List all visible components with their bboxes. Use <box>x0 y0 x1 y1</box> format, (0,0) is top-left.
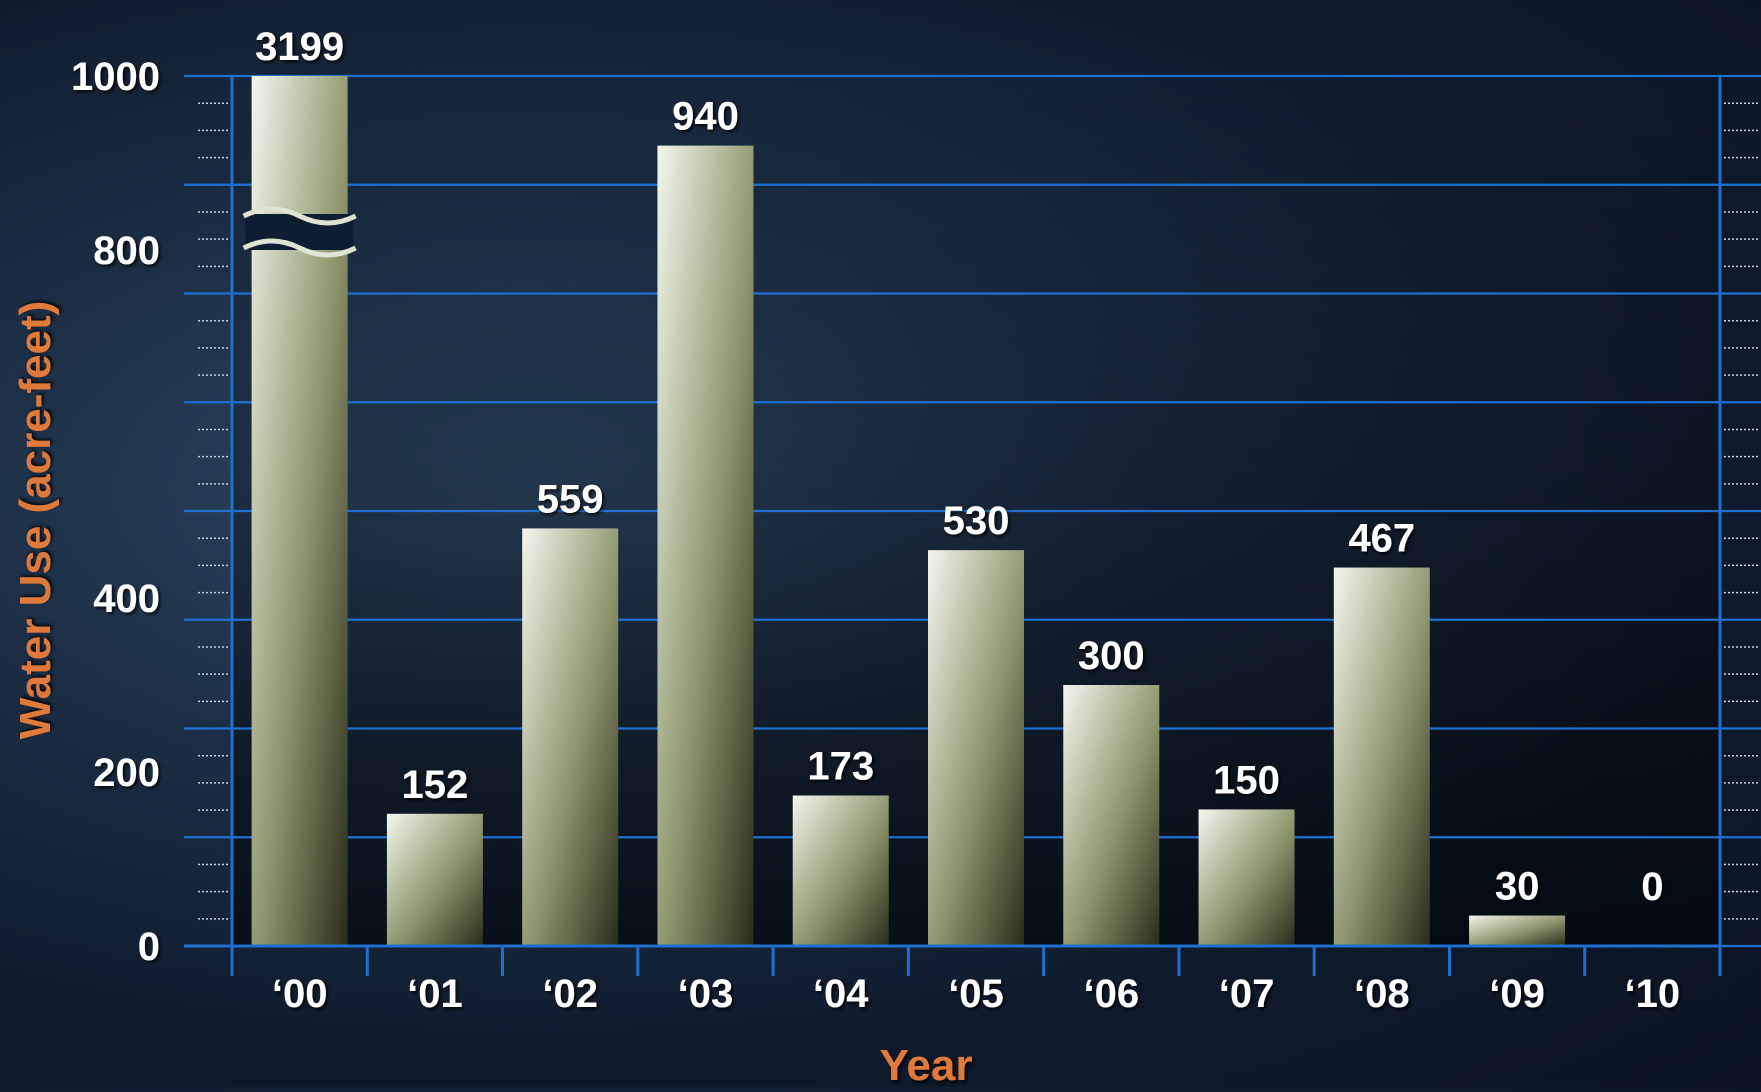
data-label-5: 530 <box>943 499 1010 543</box>
bar-5 <box>928 550 1024 946</box>
data-label-2: 559 <box>537 477 604 521</box>
bar-1 <box>386 813 483 946</box>
x-axis-title: Year <box>880 1041 973 1087</box>
data-label-3: 940 <box>672 95 739 139</box>
bar-4 <box>792 795 889 946</box>
x-tick-label: ‘08 <box>1354 972 1410 1016</box>
y-tick-label: 800 <box>93 229 160 273</box>
data-label-8: 467 <box>1348 517 1415 561</box>
data-label-1: 152 <box>402 763 469 807</box>
bar-2 <box>522 528 619 946</box>
bar-0 <box>251 76 348 946</box>
data-label-9: 30 <box>1495 865 1540 909</box>
data-label-7: 150 <box>1213 758 1280 802</box>
data-label-10: 0 <box>1641 865 1663 909</box>
bar-7 <box>1198 809 1295 946</box>
bar-break-wave-top <box>242 206 357 226</box>
x-tick-label: ‘03 <box>678 972 734 1016</box>
x-tick-labels: ‘00 ‘01 ‘02 ‘03 ‘04 ‘05 ‘06 ‘07 ‘08 ‘09 ‘10 <box>272 972 1680 1016</box>
y-tick-labels: 0 200 400 800 1000 <box>71 55 160 969</box>
x-tick-label: ‘02 <box>542 972 598 1016</box>
minor-tick-marks <box>198 102 1758 920</box>
data-label-6: 300 <box>1078 634 1145 678</box>
bar-6 <box>1063 685 1160 946</box>
data-label-0: 3199 <box>255 25 344 69</box>
bar-9 <box>1469 915 1566 946</box>
bar-8 <box>1333 567 1430 946</box>
y-tick-label: 400 <box>93 577 160 621</box>
bar-break-wave-bottom <box>242 238 357 258</box>
bars <box>242 76 1566 947</box>
x-tick-label: ‘00 <box>272 972 328 1016</box>
x-tick-label: ‘07 <box>1219 972 1275 1016</box>
x-tick-label: ‘05 <box>948 972 1004 1016</box>
x-tick-label: ‘06 <box>1083 972 1139 1016</box>
bar-break-gap <box>245 214 354 250</box>
y-tick-label: 1000 <box>71 55 160 99</box>
axes <box>184 76 1722 976</box>
bar-3 <box>657 145 754 947</box>
x-tick-label: ‘10 <box>1625 972 1681 1016</box>
y-tick-label: 0 <box>138 925 160 969</box>
x-tick-label: ‘04 <box>813 972 869 1016</box>
y-axis-title: Water Use (acre-feet) <box>11 301 60 740</box>
x-tick-label: ‘01 <box>407 972 463 1016</box>
y-tick-label: 200 <box>93 751 160 795</box>
data-label-4: 173 <box>807 744 874 788</box>
x-tick-label: ‘09 <box>1489 972 1545 1016</box>
